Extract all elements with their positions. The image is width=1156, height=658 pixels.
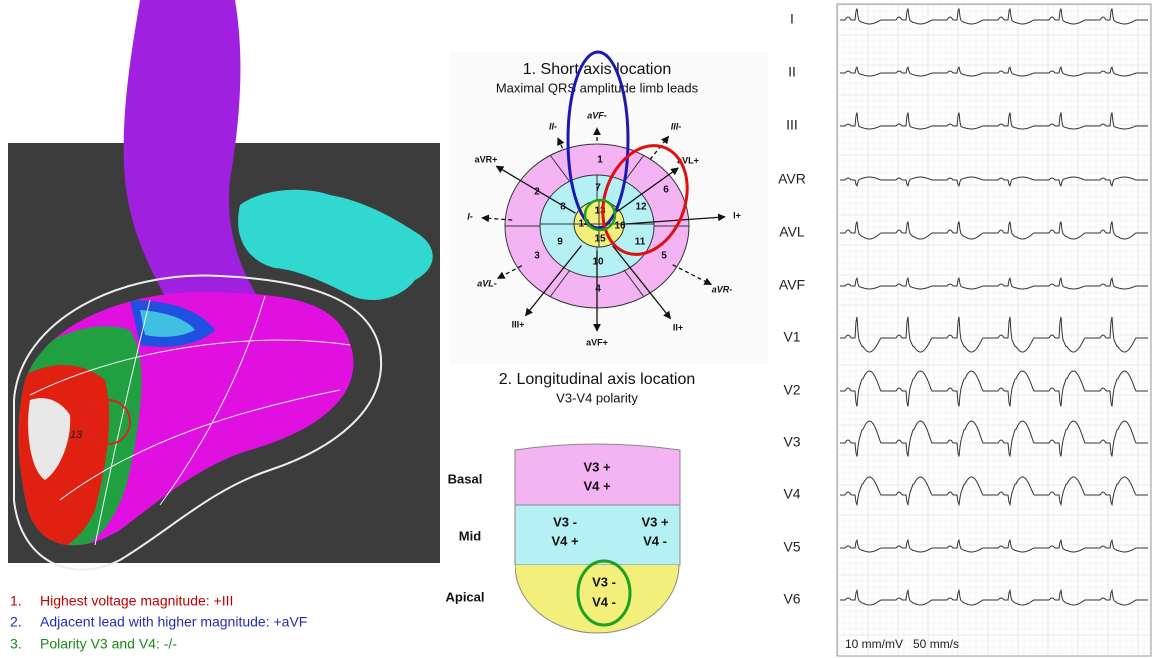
legend-number: 3. <box>10 636 22 652</box>
lead-name: AVR <box>778 171 806 187</box>
panel-title: 1. Short axis location <box>523 61 672 78</box>
polarity: V3 + <box>641 514 669 529</box>
segment-number: 1 <box>597 155 603 166</box>
lead-name: V4 <box>783 486 800 502</box>
legend-number: 1. <box>10 593 22 609</box>
legend-text: Highest voltage magnitude: +III <box>40 593 233 609</box>
lead-name: V2 <box>783 382 800 398</box>
segment-number: 9 <box>557 237 563 248</box>
lead-label: III- <box>671 121 682 131</box>
level-name: Apical <box>445 589 484 604</box>
lead-label: aVL- <box>477 278 497 288</box>
voltage-map: 13 <box>8 0 440 570</box>
segment-number: 7 <box>595 183 601 194</box>
segment-number: 10 <box>592 257 604 268</box>
map-label: 13 <box>70 429 83 441</box>
panel-subtitle: V3-V4 polarity <box>556 390 638 405</box>
polarity: V4 + <box>583 478 611 493</box>
lead-name: AVF <box>779 277 805 293</box>
lead-name: V1 <box>783 329 800 345</box>
polarity: V4 + <box>551 533 579 548</box>
lead-name: II <box>788 64 796 80</box>
lead-label: II- <box>549 121 557 131</box>
legend-text: Adjacent lead with higher magnitude: +aV… <box>40 614 307 630</box>
polarity: V4 - <box>643 533 667 548</box>
lead-label: aVR- <box>712 284 733 294</box>
figure: 13 1. Highest voltage magnitude: +III 2.… <box>0 0 1156 658</box>
lead-label: III+ <box>512 319 525 329</box>
page: { "map": {"label": "13"}, "legend": [ {"… <box>0 0 1156 658</box>
level-name: Basal <box>448 471 483 486</box>
lead-label: aVF- <box>587 110 607 120</box>
segment-number: 3 <box>534 251 540 262</box>
short-axis-panel: 1. Short axis location Maximal QRS ampli… <box>450 52 768 364</box>
legend-text: Polarity V3 and V4: -/- <box>40 636 177 652</box>
polarity: V3 - <box>592 574 616 589</box>
segment-number: 2 <box>534 187 540 198</box>
lead-label: aVF+ <box>586 337 608 347</box>
lead-name: AVL <box>779 224 805 240</box>
level-name: Mid <box>459 528 481 543</box>
legend-number: 2. <box>10 614 22 630</box>
lead-name: V5 <box>783 539 800 555</box>
segment-number: 8 <box>560 202 566 213</box>
lead-name: V6 <box>783 591 800 607</box>
lead-label: aVR+ <box>475 154 498 164</box>
polarity: V3 + <box>583 459 611 474</box>
lead-name: III <box>786 117 798 133</box>
panel-subtitle: Maximal QRS amplitude limb leads <box>496 80 699 95</box>
legend: 1. Highest voltage magnitude: +III 2. Ad… <box>10 593 307 652</box>
polarity: V3 - <box>553 514 577 529</box>
longitudinal-panel: 2. Longitudinal axis location V3-V4 pola… <box>445 371 695 633</box>
polarity: V4 - <box>592 594 616 609</box>
lead-label: I- <box>467 211 473 221</box>
segment-number: 11 <box>635 237 646 248</box>
lead-label: I+ <box>733 210 741 220</box>
segment-number: 15 <box>594 234 606 245</box>
segment-number: 5 <box>661 251 667 262</box>
lead-name: V3 <box>783 434 800 450</box>
segment-number: 16 <box>614 221 626 232</box>
panel-title: 2. Longitudinal axis location <box>499 371 696 388</box>
segment-number: 12 <box>635 202 647 213</box>
segment-number: 4 <box>595 284 601 295</box>
lead-name: I <box>790 11 794 27</box>
lead-label: II+ <box>673 322 683 332</box>
segment-number: 6 <box>663 185 669 196</box>
calibration: 10 mm/mV 50 mm/s <box>845 637 959 651</box>
